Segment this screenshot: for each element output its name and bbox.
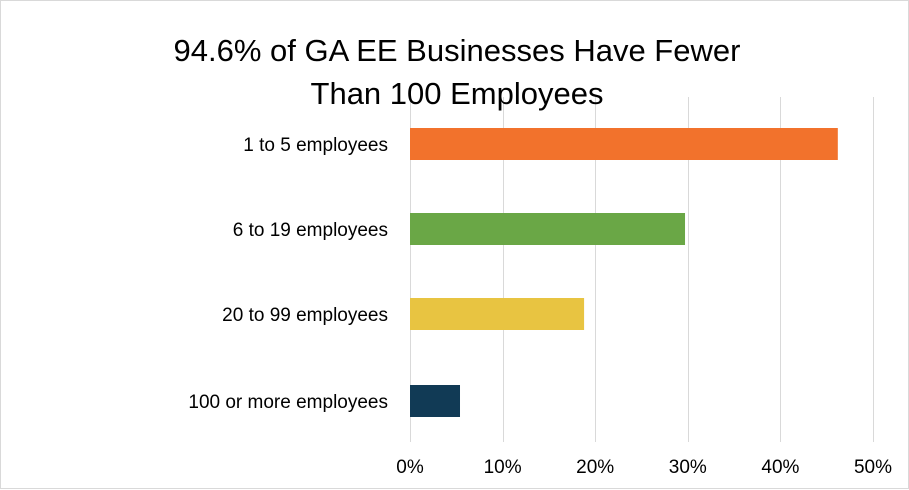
chart-title-line-1: 94.6% of GA EE Businesses Have Fewer [174,33,741,68]
tick-label-20: 20% [576,457,614,478]
category-label-20-to-99-employees: 20 to 99 employees [222,305,388,326]
chart-title-line-2: Than 100 Employees [311,76,604,111]
bar-6-to-19-employees [410,213,686,245]
tick-label-40: 40% [761,457,799,478]
tick-label-0: 0% [396,457,424,478]
bar-100-or-more-employees [410,385,461,417]
bar-1-to-5-employees [410,128,838,160]
bar-20-to-99-employees [410,298,585,330]
tick-label-30: 30% [669,457,707,478]
category-label-100-or-more-employees: 100 or more employees [188,392,388,413]
tick-label-10: 10% [484,457,522,478]
chart-title: 94.6% of GA EE Businesses Have Fewer Tha… [174,33,741,111]
category-label-1-to-5-employees: 1 to 5 employees [243,135,388,156]
tick-label-50: 50% [854,457,892,478]
category-labels: 1 to 5 employees 6 to 19 employees 20 to 9… [188,135,388,413]
category-label-6-to-19-employees: 6 to 19 employees [233,220,388,241]
x-axis-tick-labels: 0% 10% 20% 30% 40% 50% [396,457,892,478]
bars [410,128,838,417]
